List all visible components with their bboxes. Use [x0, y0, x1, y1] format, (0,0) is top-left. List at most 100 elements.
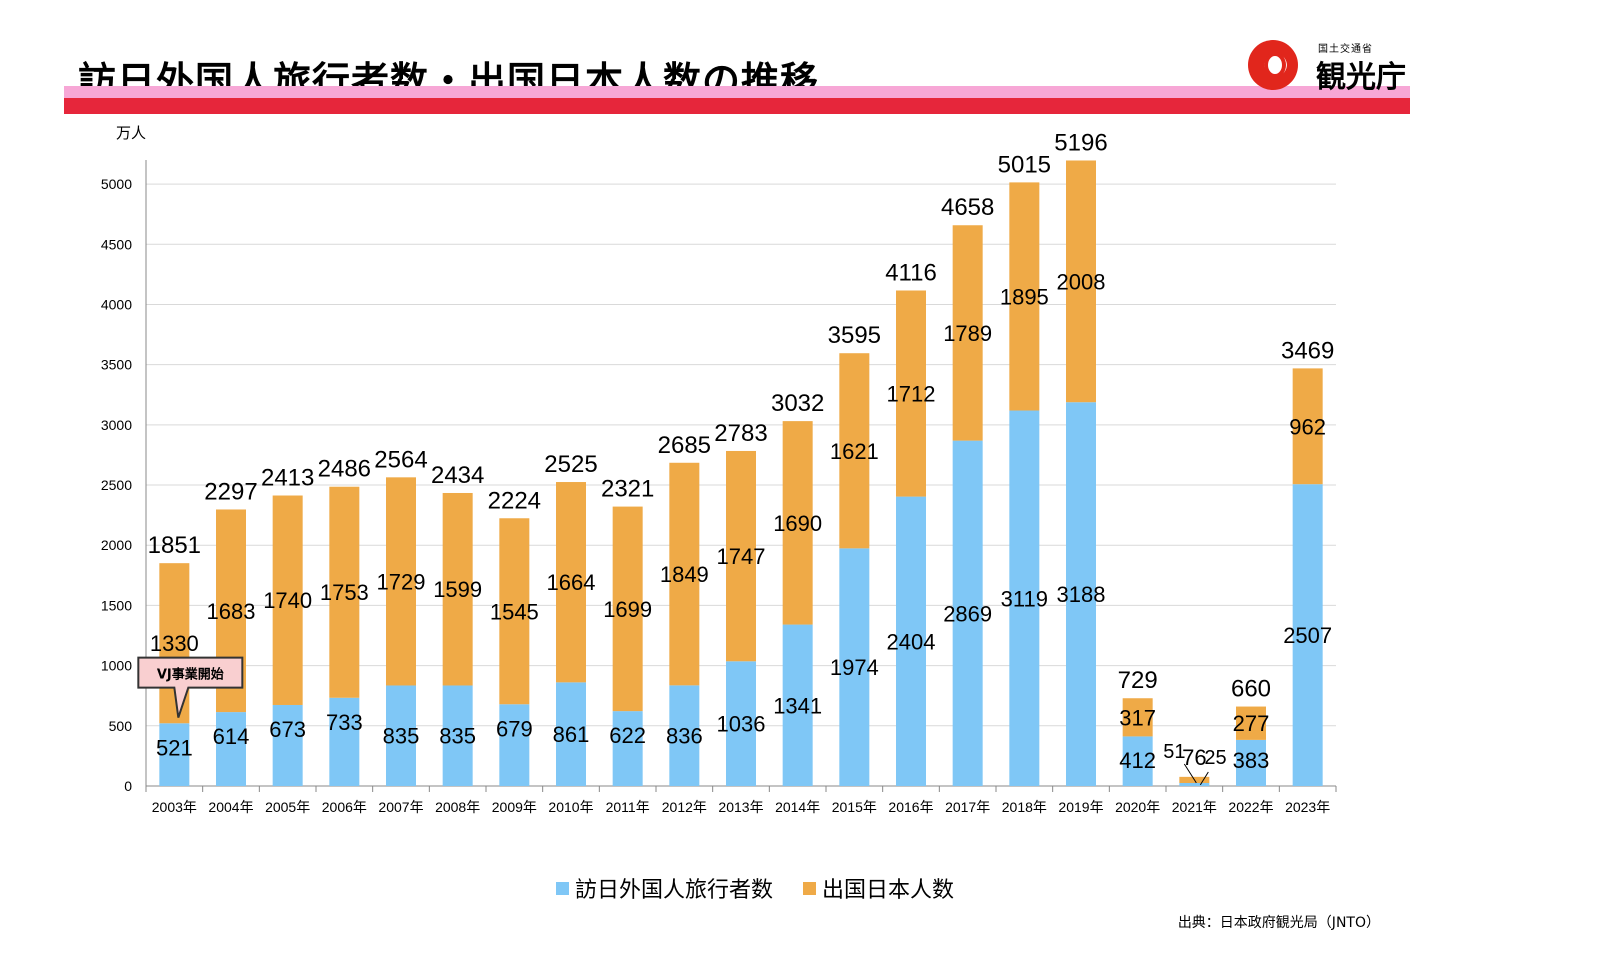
- bar-inbound: [782, 624, 813, 786]
- stacked-bar-chart: 0 500 1000 1500 2000 2500 3000 3500 4000 4500 5000…: [101, 129, 1337, 815]
- bar-inbound: [442, 685, 473, 786]
- data-label-total: 2413: [261, 465, 314, 492]
- logo-ministry-text: 国土交通省: [1318, 44, 1373, 55]
- bar-inbound: [272, 704, 303, 786]
- data-label-total: 660: [1231, 676, 1271, 703]
- legend-label-outbound: 出国日本人数: [822, 878, 955, 903]
- callout-text: VJ事業開始: [157, 667, 224, 683]
- data-label-outbound: 1599: [433, 577, 482, 602]
- data-label-outbound: 1545: [490, 599, 539, 624]
- bar-outbound: [896, 290, 926, 497]
- x-tick-label: 2019年: [1058, 799, 1103, 815]
- x-tick-label: 2004年: [208, 799, 253, 815]
- data-label-inbound: 861: [553, 722, 590, 747]
- data-label-outbound: 1849: [660, 562, 709, 587]
- data-label-inbound: 521: [156, 735, 193, 760]
- title-band-red: [64, 98, 1410, 114]
- data-label-inbound: 679: [496, 716, 533, 741]
- bar-inbound: [669, 685, 700, 786]
- data-label-outbound: 51: [1163, 741, 1185, 763]
- data-label-inbound: 835: [439, 724, 476, 749]
- bar-inbound: [952, 440, 983, 786]
- y-tick-label: 5000: [101, 176, 132, 192]
- data-label-inbound: 2507: [1283, 623, 1332, 648]
- x-tick-label: 2008年: [435, 799, 480, 815]
- data-label-inbound: 614: [213, 724, 250, 749]
- data-label-outbound: 962: [1289, 414, 1326, 439]
- data-label-outbound: 1789: [943, 321, 992, 346]
- data-label-outbound: 1699: [603, 597, 652, 622]
- data-label-total: 2685: [658, 432, 711, 459]
- data-label-outbound: 1712: [887, 382, 936, 407]
- y-tick-label: 500: [109, 718, 133, 734]
- title-band-pink: [64, 86, 1410, 98]
- bar-inbound: [1179, 782, 1210, 786]
- bar-outbound: [669, 462, 700, 686]
- bar-outbound: [272, 495, 303, 705]
- data-label-total: 2321: [601, 476, 654, 503]
- data-label-inbound: 1341: [773, 693, 822, 718]
- bar-inbound: [386, 685, 416, 786]
- x-tick-label: 2020年: [1115, 799, 1160, 815]
- bar-inbound: [329, 697, 360, 786]
- bar-inbound: [216, 712, 246, 786]
- data-label-inbound: 1036: [717, 712, 766, 737]
- bar-outbound: [782, 421, 813, 625]
- legend-item-outbound: 出国日本人数: [803, 872, 954, 904]
- data-label-outbound: 1895: [1000, 284, 1049, 309]
- data-label-total: 3032: [771, 390, 824, 417]
- leader-line: [1199, 771, 1209, 786]
- data-label-outbound: 277: [1233, 711, 1270, 736]
- bar-inbound: [839, 548, 870, 786]
- bar-outbound: [1236, 706, 1266, 740]
- y-tick-label: 2000: [101, 537, 132, 553]
- y-tick-label: 4500: [101, 236, 132, 252]
- data-label-inbound: 835: [383, 724, 420, 749]
- data-label-total: 2434: [431, 462, 484, 489]
- x-tick-label: 2007年: [378, 799, 423, 815]
- data-label-total: 729: [1118, 667, 1158, 694]
- data-label-outbound: 1729: [377, 569, 426, 594]
- data-label-total: 3469: [1281, 337, 1334, 364]
- bar-outbound: [386, 477, 416, 686]
- data-label-inbound: 412: [1119, 748, 1156, 773]
- bar-inbound: [1236, 739, 1266, 786]
- x-tick-label: 2017年: [945, 799, 990, 815]
- leader-line: [1183, 763, 1197, 784]
- data-label-outbound: 1753: [320, 580, 369, 605]
- bar-outbound: [952, 225, 983, 441]
- y-axis-unit: 万人: [116, 124, 147, 142]
- data-label-total: 76: [1182, 745, 1206, 770]
- bar-outbound: [1292, 368, 1323, 485]
- y-tick-label: 1000: [101, 658, 132, 674]
- data-label-total: 5015: [998, 151, 1051, 178]
- data-label-total: 4658: [941, 194, 994, 221]
- data-label-inbound: 2869: [943, 601, 992, 626]
- data-label-outbound: 1664: [547, 570, 596, 595]
- data-label-inbound: 733: [326, 710, 363, 735]
- x-tick-label: 2012年: [662, 799, 707, 815]
- bar-outbound: [499, 518, 530, 705]
- data-label-total: 4116: [885, 259, 937, 286]
- legend-label-inbound: 訪日外国人旅行者数: [574, 878, 773, 903]
- data-label-total: 3595: [828, 322, 881, 349]
- x-tick-label: 2014年: [775, 799, 820, 815]
- data-label-outbound: 2008: [1057, 269, 1106, 294]
- vj-annotation-callout: VJ事業開始: [137, 656, 244, 718]
- y-tick-label: 0: [124, 778, 132, 794]
- data-label-outbound: 1683: [207, 599, 256, 624]
- y-tick-label: 3500: [101, 357, 132, 373]
- data-label-total: 2783: [714, 420, 767, 447]
- data-label-inbound: 25: [1204, 747, 1226, 769]
- bar-inbound: [1009, 410, 1040, 786]
- bar-inbound: [896, 496, 926, 786]
- data-label-inbound: 622: [609, 723, 646, 748]
- data-label-total: 2224: [488, 487, 541, 514]
- legend-swatch-inbound: [555, 881, 569, 895]
- x-tick-label: 2022年: [1228, 799, 1273, 815]
- data-label-total: 1851: [148, 532, 201, 559]
- bar-inbound: [1066, 402, 1096, 786]
- data-label-outbound: 317: [1119, 705, 1156, 730]
- x-tick-label: 2011年: [606, 799, 650, 815]
- x-tick-label: 2021年: [1172, 799, 1217, 815]
